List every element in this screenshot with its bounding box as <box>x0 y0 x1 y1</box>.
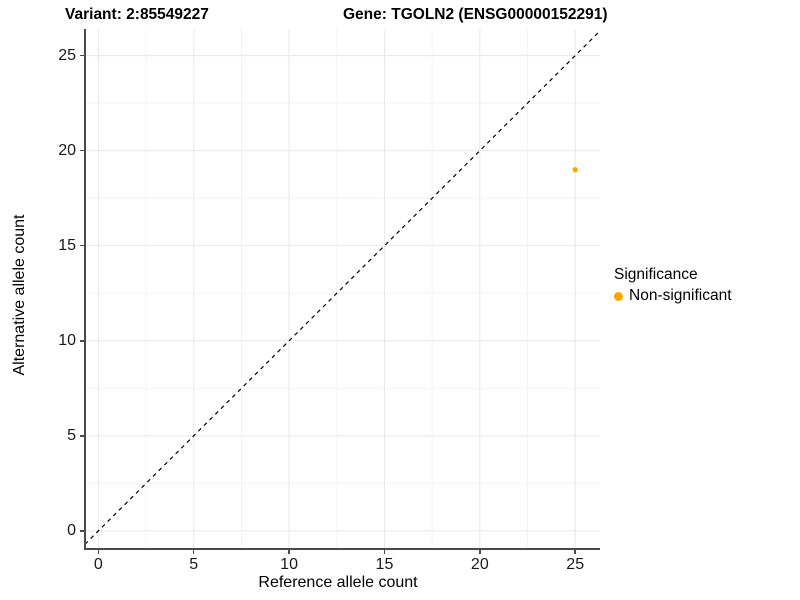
x-tick-label: 5 <box>189 556 199 573</box>
plot-title-gene: Gene: TGOLN2 (ENSG00000152291) <box>343 6 608 23</box>
x-tick-mark <box>97 550 100 554</box>
x-tick-mark <box>288 550 290 554</box>
x-tick-mark <box>479 550 481 554</box>
y-tick-label: 0 <box>67 521 76 539</box>
y-tick-label: 15 <box>58 236 76 254</box>
legend: Significance Non-significant <box>614 266 732 305</box>
legend-point-icon <box>614 291 623 301</box>
legend-entry-non-significant: Non-significant <box>614 287 732 305</box>
x-axis-line <box>84 548 600 550</box>
y-tick-mark <box>80 530 84 532</box>
plot-panel <box>85 29 600 548</box>
y-axis-line <box>84 29 86 550</box>
x-axis-title: Reference allele count <box>258 574 418 591</box>
x-tick-label: 20 <box>470 556 489 573</box>
y-tick-mark <box>80 149 84 152</box>
identity-dashed-line <box>85 30 600 545</box>
legend-entry-label: Non-significant <box>629 287 732 304</box>
x-tick-label: 25 <box>566 556 585 573</box>
y-axis-title: Alternative allele count <box>11 214 28 376</box>
x-tick-mark <box>383 550 386 554</box>
y-tick-mark <box>80 54 84 57</box>
x-tick-mark <box>192 550 195 554</box>
legend-title: Significance <box>614 266 698 283</box>
plot-title-variant: Variant: 2:85549227 <box>65 6 209 23</box>
x-tick-label: 0 <box>93 556 103 573</box>
y-tick-label: 25 <box>58 46 76 64</box>
x-tick-mark <box>574 550 576 554</box>
y-tick-mark <box>80 244 84 247</box>
y-tick-label: 5 <box>67 426 76 444</box>
y-tick-label: 10 <box>58 331 76 349</box>
x-tick-label: 15 <box>375 556 394 573</box>
plot-area-svg <box>85 29 600 548</box>
y-tick-label: 20 <box>58 141 76 159</box>
y-tick-mark <box>80 435 84 437</box>
y-tick-mark <box>80 340 84 342</box>
data-point <box>572 166 578 173</box>
x-tick-label: 10 <box>280 556 298 573</box>
